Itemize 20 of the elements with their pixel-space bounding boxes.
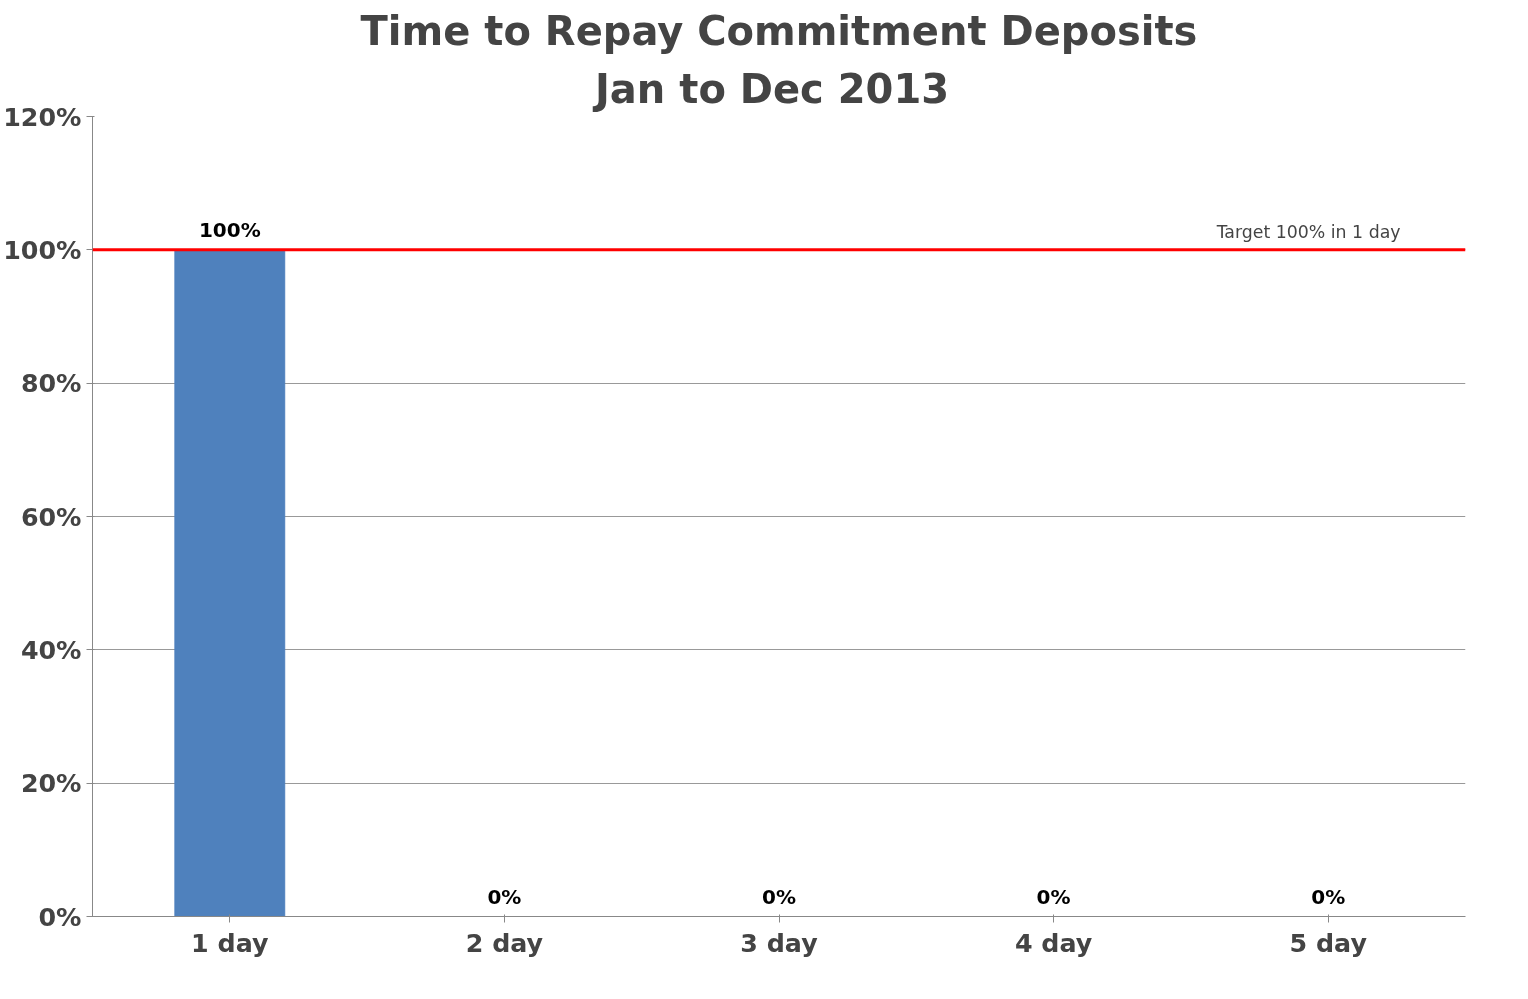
x-tick-label: 3 day bbox=[740, 927, 819, 958]
data-label: 0% bbox=[1036, 884, 1071, 909]
y-tick-label: 20% bbox=[20, 768, 82, 799]
x-tick-label: 1 day bbox=[191, 927, 269, 958]
y-tick-label: 0% bbox=[38, 901, 82, 932]
y-tick-label: 40% bbox=[20, 634, 82, 665]
chart-subtitle: Jan to Dec 2013 bbox=[591, 65, 950, 112]
x-tick-label: 2 day bbox=[465, 927, 544, 958]
data-label: 0% bbox=[1311, 884, 1346, 909]
data-label: 0% bbox=[487, 884, 522, 909]
y-tick-label: 60% bbox=[20, 501, 82, 532]
ref-line-label: Target 100% in 1 day bbox=[1215, 221, 1401, 242]
y-tick-label: 80% bbox=[20, 368, 82, 399]
y-tick-label: 100% bbox=[3, 234, 82, 265]
x-tick-label: 4 day bbox=[1014, 927, 1093, 958]
data-label: 100% bbox=[198, 217, 261, 242]
chart-title: Time to Repay Commitment Deposits bbox=[360, 7, 1198, 54]
x-tick-label: 5 day bbox=[1289, 927, 1368, 958]
data-label: 0% bbox=[762, 884, 796, 909]
y-tick-label: 120% bbox=[3, 101, 82, 132]
